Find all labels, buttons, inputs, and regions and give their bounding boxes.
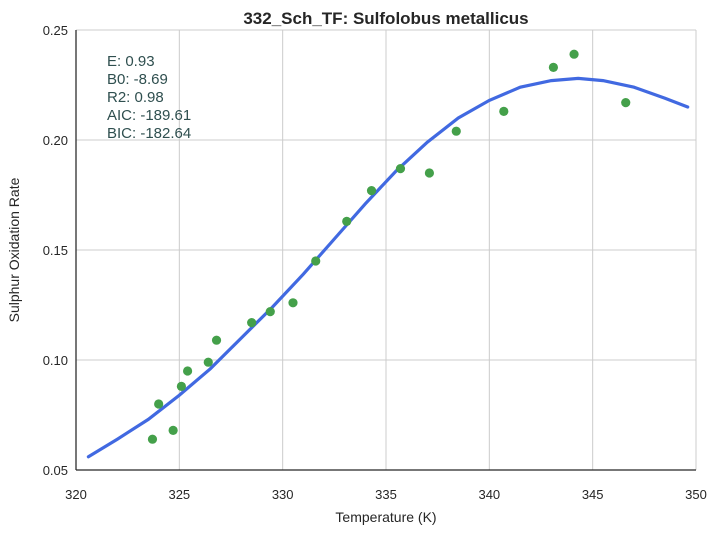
data-point xyxy=(288,298,298,308)
data-point xyxy=(311,256,321,266)
x-tick-label: 350 xyxy=(685,487,707,502)
x-tick-label: 325 xyxy=(168,487,190,502)
data-point xyxy=(203,357,213,367)
x-tick-label: 345 xyxy=(582,487,604,502)
stat-line: AIC: -189.61 xyxy=(107,107,191,124)
data-point xyxy=(265,307,275,317)
data-points xyxy=(147,49,631,444)
stat-line: E: 0.93 xyxy=(107,53,155,70)
data-point xyxy=(176,381,186,391)
data-point xyxy=(451,126,461,136)
chart-title: 332_Sch_TF: Sulfolobus metallicus xyxy=(243,9,528,28)
x-tick-labels: 320 325 330 335 340 345 350 xyxy=(65,487,707,502)
data-point xyxy=(569,49,579,59)
y-tick-label: 0.25 xyxy=(43,23,68,38)
data-point xyxy=(424,168,434,178)
data-point xyxy=(247,318,257,328)
stat-line: R2: 0.98 xyxy=(107,89,164,106)
data-point xyxy=(499,106,509,116)
x-tick-label: 335 xyxy=(375,487,397,502)
data-point xyxy=(621,98,631,108)
x-tick-label: 320 xyxy=(65,487,87,502)
data-point xyxy=(168,425,178,435)
stat-line: B0: -8.69 xyxy=(107,71,168,88)
data-point xyxy=(211,335,222,345)
data-point xyxy=(366,186,377,196)
x-tick-label: 330 xyxy=(272,487,294,502)
data-point xyxy=(342,216,352,226)
data-point xyxy=(548,62,559,72)
fit-curve xyxy=(86,76,690,459)
x-tick-label: 340 xyxy=(478,487,500,502)
y-tick-label: 0.20 xyxy=(43,133,68,148)
data-point xyxy=(154,399,164,409)
y-tick-label: 0.10 xyxy=(43,353,68,368)
y-axis-label: Sulphur Oxidation Rate xyxy=(6,177,22,322)
data-point xyxy=(183,366,193,376)
grid xyxy=(76,29,697,470)
y-tick-label: 0.15 xyxy=(43,243,68,258)
y-tick-labels: 0.05 0.10 0.15 0.20 0.25 xyxy=(43,23,68,478)
y-tick-label: 0.05 xyxy=(43,463,68,478)
stat-line: BIC: -182.64 xyxy=(107,125,191,142)
axes xyxy=(75,30,696,471)
data-point xyxy=(395,164,406,174)
data-point xyxy=(147,434,158,444)
x-axis-label: Temperature (K) xyxy=(335,509,436,525)
